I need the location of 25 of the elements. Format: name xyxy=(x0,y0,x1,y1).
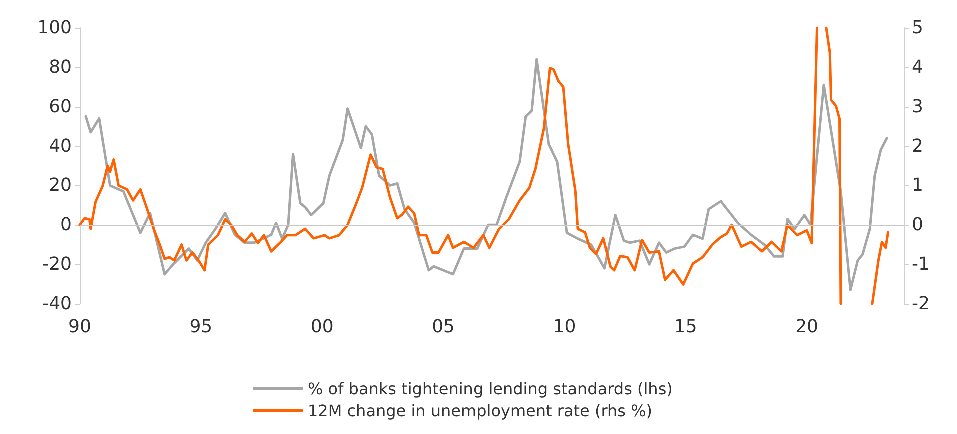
x-tick-label: 05 xyxy=(432,316,455,338)
y2-tick-label: -2 xyxy=(912,294,930,314)
y-tick-label: -40 xyxy=(42,294,72,314)
y-tick-label: 80 xyxy=(49,56,72,78)
y-tick-label: 0 xyxy=(60,214,72,236)
y2-tick-label: 0 xyxy=(912,214,924,236)
y-tick-label: -20 xyxy=(42,254,72,276)
y2-tick-label: 1 xyxy=(912,175,924,196)
y-tick-label: 40 xyxy=(49,136,72,157)
y-tick-label: 60 xyxy=(49,96,72,118)
y2-tick-label: 5 xyxy=(912,18,924,38)
x-tick-label: 95 xyxy=(190,316,213,338)
x-tick-label: 20 xyxy=(796,316,819,338)
x-tick-label: 15 xyxy=(674,316,698,338)
legend-label: % of banks tightening lending standards (lhs) xyxy=(308,380,673,398)
x-tick-label: 10 xyxy=(553,316,576,338)
x-tick-label: 90 xyxy=(68,316,92,338)
y2-tick-label: 4 xyxy=(912,56,924,78)
y-tick-label: 100 xyxy=(38,18,72,38)
x-tick-label: 00 xyxy=(310,316,334,338)
legend-label: 12M change in unemployment rate (rhs %) xyxy=(308,402,653,420)
y-tick-label: 20 xyxy=(49,175,72,196)
y2-tick-label: 3 xyxy=(912,96,924,118)
y2-tick-label: -1 xyxy=(912,254,930,276)
y2-tick-label: 2 xyxy=(912,136,924,157)
